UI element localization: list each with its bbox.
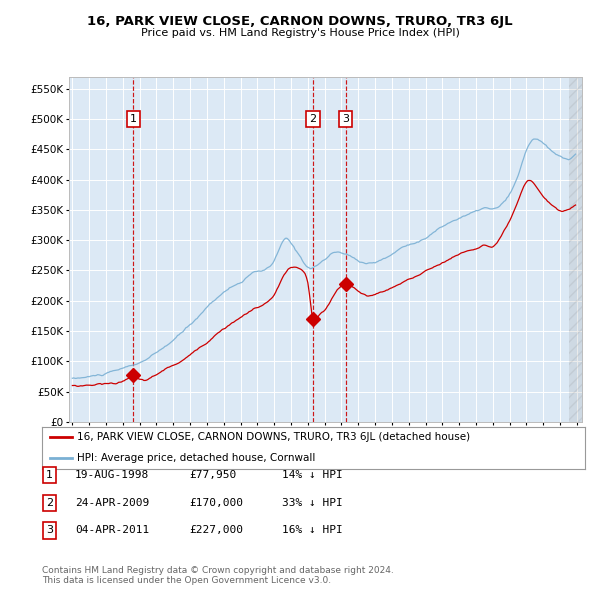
Text: 2: 2 [310,114,317,124]
Text: Contains HM Land Registry data © Crown copyright and database right 2024.
This d: Contains HM Land Registry data © Crown c… [42,566,394,585]
Text: 3: 3 [343,114,349,124]
Text: 33% ↓ HPI: 33% ↓ HPI [282,498,343,507]
Text: 19-AUG-1998: 19-AUG-1998 [75,470,149,480]
Text: 04-APR-2011: 04-APR-2011 [75,526,149,535]
Text: 16% ↓ HPI: 16% ↓ HPI [282,526,343,535]
Bar [569,77,582,422]
Text: £170,000: £170,000 [189,498,243,507]
Text: 2: 2 [46,498,53,507]
Text: £227,000: £227,000 [189,526,243,535]
Text: 16, PARK VIEW CLOSE, CARNON DOWNS, TRURO, TR3 6JL (detached house): 16, PARK VIEW CLOSE, CARNON DOWNS, TRURO… [77,432,470,442]
Text: 14% ↓ HPI: 14% ↓ HPI [282,470,343,480]
Text: 1: 1 [130,114,137,124]
Text: 24-APR-2009: 24-APR-2009 [75,498,149,507]
Text: 1: 1 [46,470,53,480]
Text: 16, PARK VIEW CLOSE, CARNON DOWNS, TRURO, TR3 6JL: 16, PARK VIEW CLOSE, CARNON DOWNS, TRURO… [87,15,513,28]
Text: 3: 3 [46,526,53,535]
Text: Price paid vs. HM Land Registry's House Price Index (HPI): Price paid vs. HM Land Registry's House … [140,28,460,38]
Text: £77,950: £77,950 [189,470,236,480]
Text: HPI: Average price, detached house, Cornwall: HPI: Average price, detached house, Corn… [77,454,316,463]
